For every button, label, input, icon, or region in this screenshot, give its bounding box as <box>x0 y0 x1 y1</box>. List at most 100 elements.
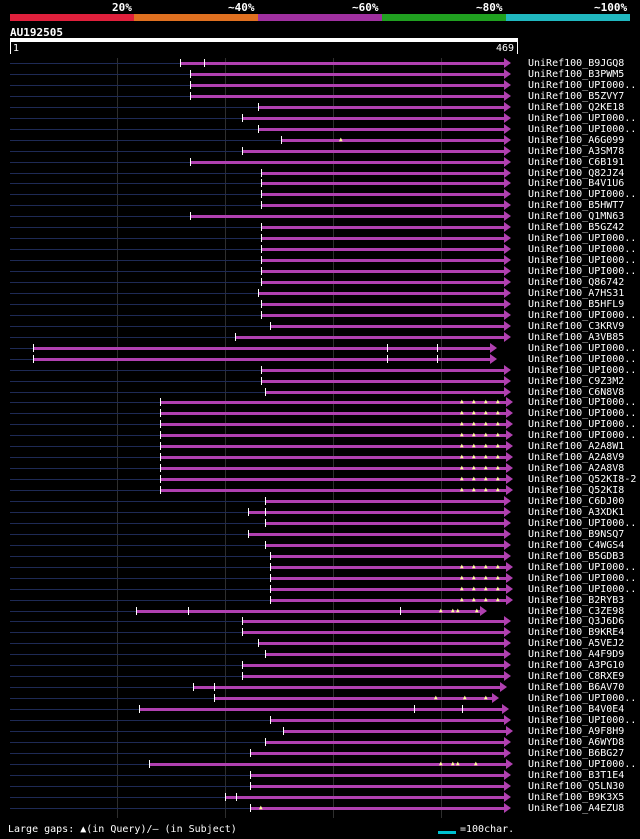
hit-row[interactable]: ▲ ▲ ▲ ▲ UniRef100_UPI000.. <box>0 573 640 584</box>
hit-row[interactable]: UniRef100_B9KRE4 <box>0 627 640 638</box>
hit-bar[interactable] <box>261 259 504 262</box>
hit-row[interactable]: UniRef100_Q5LN30 <box>0 781 640 792</box>
hit-label[interactable]: UniRef100_Q86742 <box>528 277 625 288</box>
hit-bar[interactable] <box>190 84 504 87</box>
hit-row[interactable]: UniRef100_A3XDK1 <box>0 507 640 518</box>
hit-label[interactable]: UniRef100_UPI000.. <box>528 518 637 529</box>
hit-row[interactable]: ▲ ▲ ▲ ▲ UniRef100_C3ZE98 <box>0 606 640 617</box>
hit-bar[interactable] <box>270 719 504 722</box>
hit-label[interactable]: UniRef100_UPI000.. <box>528 693 637 704</box>
hit-bar[interactable] <box>258 106 504 109</box>
hit-row[interactable]: UniRef100_UPI000.. <box>0 715 640 726</box>
hit-label[interactable]: UniRef100_Q1MN63 <box>528 211 625 222</box>
hit-label[interactable]: UniRef100_C4WGS4 <box>528 540 625 551</box>
hit-label[interactable]: UniRef100_A3VB85 <box>528 332 625 343</box>
hit-bar[interactable] <box>261 226 504 229</box>
hit-row[interactable]: UniRef100_B9K3X5 <box>0 792 640 803</box>
hit-label[interactable]: UniRef100_B4V1U6 <box>528 178 625 189</box>
hit-bar[interactable] <box>261 182 504 185</box>
hit-row[interactable]: UniRef100_B4V1U6 <box>0 178 640 189</box>
hit-label[interactable]: UniRef100_C6N8V8 <box>528 387 625 398</box>
hit-bar[interactable] <box>190 73 504 76</box>
hit-label[interactable]: UniRef100_A6G099 <box>528 135 625 146</box>
hit-row[interactable]: UniRef100_B3PWM5 <box>0 69 640 80</box>
hit-row[interactable]: UniRef100_A9F8H9 <box>0 726 640 737</box>
hit-label[interactable]: UniRef100_B3T1E4 <box>528 770 625 781</box>
hit-bar[interactable] <box>235 336 504 339</box>
hit-bar[interactable] <box>270 325 504 328</box>
hit-bar[interactable] <box>33 358 490 361</box>
hit-label[interactable]: UniRef100_B5GDB3 <box>528 551 625 562</box>
hit-row[interactable]: UniRef100_Q86742 <box>0 277 640 288</box>
hit-label[interactable]: UniRef100_Q2KE18 <box>528 102 625 113</box>
hit-bar[interactable] <box>281 139 504 142</box>
hit-label[interactable]: UniRef100_B5HWT7 <box>528 200 625 211</box>
hit-bar[interactable] <box>242 117 504 120</box>
hit-row[interactable]: UniRef100_UPI000.. <box>0 255 640 266</box>
hit-label[interactable]: UniRef100_A5VEJ2 <box>528 638 625 649</box>
hit-bar[interactable] <box>270 555 504 558</box>
hit-label[interactable]: UniRef100_B5GZ42 <box>528 222 625 233</box>
hit-label[interactable]: UniRef100_UPI000.. <box>528 354 637 365</box>
hit-row[interactable]: UniRef100_B9JGQ8 <box>0 58 640 69</box>
hit-label[interactable]: UniRef100_A4EZU8 <box>528 803 625 814</box>
hit-label[interactable]: UniRef100_UPI000.. <box>528 124 637 135</box>
hit-bar[interactable] <box>160 445 506 448</box>
hit-row[interactable]: ▲ ▲ ▲ ▲ UniRef100_UPI000.. <box>0 397 640 408</box>
hit-row[interactable]: UniRef100_B4V0E4 <box>0 704 640 715</box>
hit-label[interactable]: UniRef100_UPI000.. <box>528 255 637 266</box>
hit-label[interactable]: UniRef100_UPI000.. <box>528 397 637 408</box>
hit-label[interactable]: UniRef100_B6BG27 <box>528 748 625 759</box>
hit-bar[interactable] <box>265 500 504 503</box>
hit-bar[interactable] <box>265 391 504 394</box>
hit-label[interactable]: UniRef100_UPI000.. <box>528 310 637 321</box>
hit-bar[interactable] <box>261 303 504 306</box>
hit-row[interactable]: UniRef100_UPI000.. <box>0 310 640 321</box>
hit-bar[interactable] <box>270 599 506 602</box>
hit-row[interactable]: UniRef100_A6WYD8 <box>0 737 640 748</box>
hit-bar[interactable] <box>190 95 504 98</box>
hit-row[interactable]: UniRef100_A3SM78 <box>0 146 640 157</box>
hit-label[interactable]: UniRef100_A2A8V9 <box>528 452 625 463</box>
hit-bar[interactable] <box>261 248 504 251</box>
hit-row[interactable]: UniRef100_B5GZ42 <box>0 222 640 233</box>
hit-label[interactable]: UniRef100_UPI000.. <box>528 430 637 441</box>
hit-bar[interactable] <box>248 511 504 514</box>
hit-bar[interactable] <box>265 522 504 525</box>
hit-bar[interactable] <box>261 281 504 284</box>
hit-bar[interactable] <box>250 807 504 810</box>
hit-row[interactable]: UniRef100_UPI000.. <box>0 354 640 365</box>
hit-row[interactable]: UniRef100_C9Z3M2 <box>0 376 640 387</box>
hit-row[interactable]: UniRef100_C8RXE9 <box>0 671 640 682</box>
hit-bar[interactable] <box>261 237 504 240</box>
hit-row[interactable]: UniRef100_UPI000.. <box>0 365 640 376</box>
hit-row[interactable]: UniRef100_C6B191 <box>0 157 640 168</box>
hit-label[interactable]: UniRef100_C6B191 <box>528 157 625 168</box>
hit-bar[interactable] <box>136 610 480 613</box>
hit-label[interactable]: UniRef100_UPI000.. <box>528 189 637 200</box>
hit-label[interactable]: UniRef100_A3PG10 <box>528 660 625 671</box>
hit-row[interactable]: ▲ ▲ ▲ ▲ UniRef100_Q52KI8 <box>0 485 640 496</box>
hit-label[interactable]: UniRef100_C9Z3M2 <box>528 376 625 387</box>
hit-bar[interactable] <box>160 467 506 470</box>
hit-bar[interactable] <box>265 544 504 547</box>
hit-label[interactable]: UniRef100_A3SM78 <box>528 146 625 157</box>
hit-row[interactable]: UniRef100_C4WGS4 <box>0 540 640 551</box>
hit-row[interactable]: UniRef100_UPI000.. <box>0 518 640 529</box>
hit-row[interactable]: UniRef100_A5VEJ2 <box>0 638 640 649</box>
hit-bar[interactable] <box>190 215 504 218</box>
hit-bar[interactable] <box>258 642 504 645</box>
hit-bar[interactable] <box>160 401 506 404</box>
hit-row[interactable]: UniRef100_B5GDB3 <box>0 551 640 562</box>
hit-label[interactable]: UniRef100_UPI000.. <box>528 715 637 726</box>
hit-bar[interactable] <box>33 347 490 350</box>
hit-bar[interactable] <box>139 708 502 711</box>
hit-label[interactable]: UniRef100_A3XDK1 <box>528 507 625 518</box>
hit-label[interactable]: UniRef100_A4F9D9 <box>528 649 625 660</box>
hit-label[interactable]: UniRef100_Q82JZ4 <box>528 168 625 179</box>
hit-bar[interactable] <box>283 730 506 733</box>
hit-label[interactable]: UniRef100_UPI000.. <box>528 759 637 770</box>
hit-row[interactable]: ▲ ▲ ▲ ▲ UniRef100_UPI000.. <box>0 759 640 770</box>
hit-row[interactable]: UniRef100_UPI000.. <box>0 189 640 200</box>
hit-bar[interactable] <box>149 763 506 766</box>
